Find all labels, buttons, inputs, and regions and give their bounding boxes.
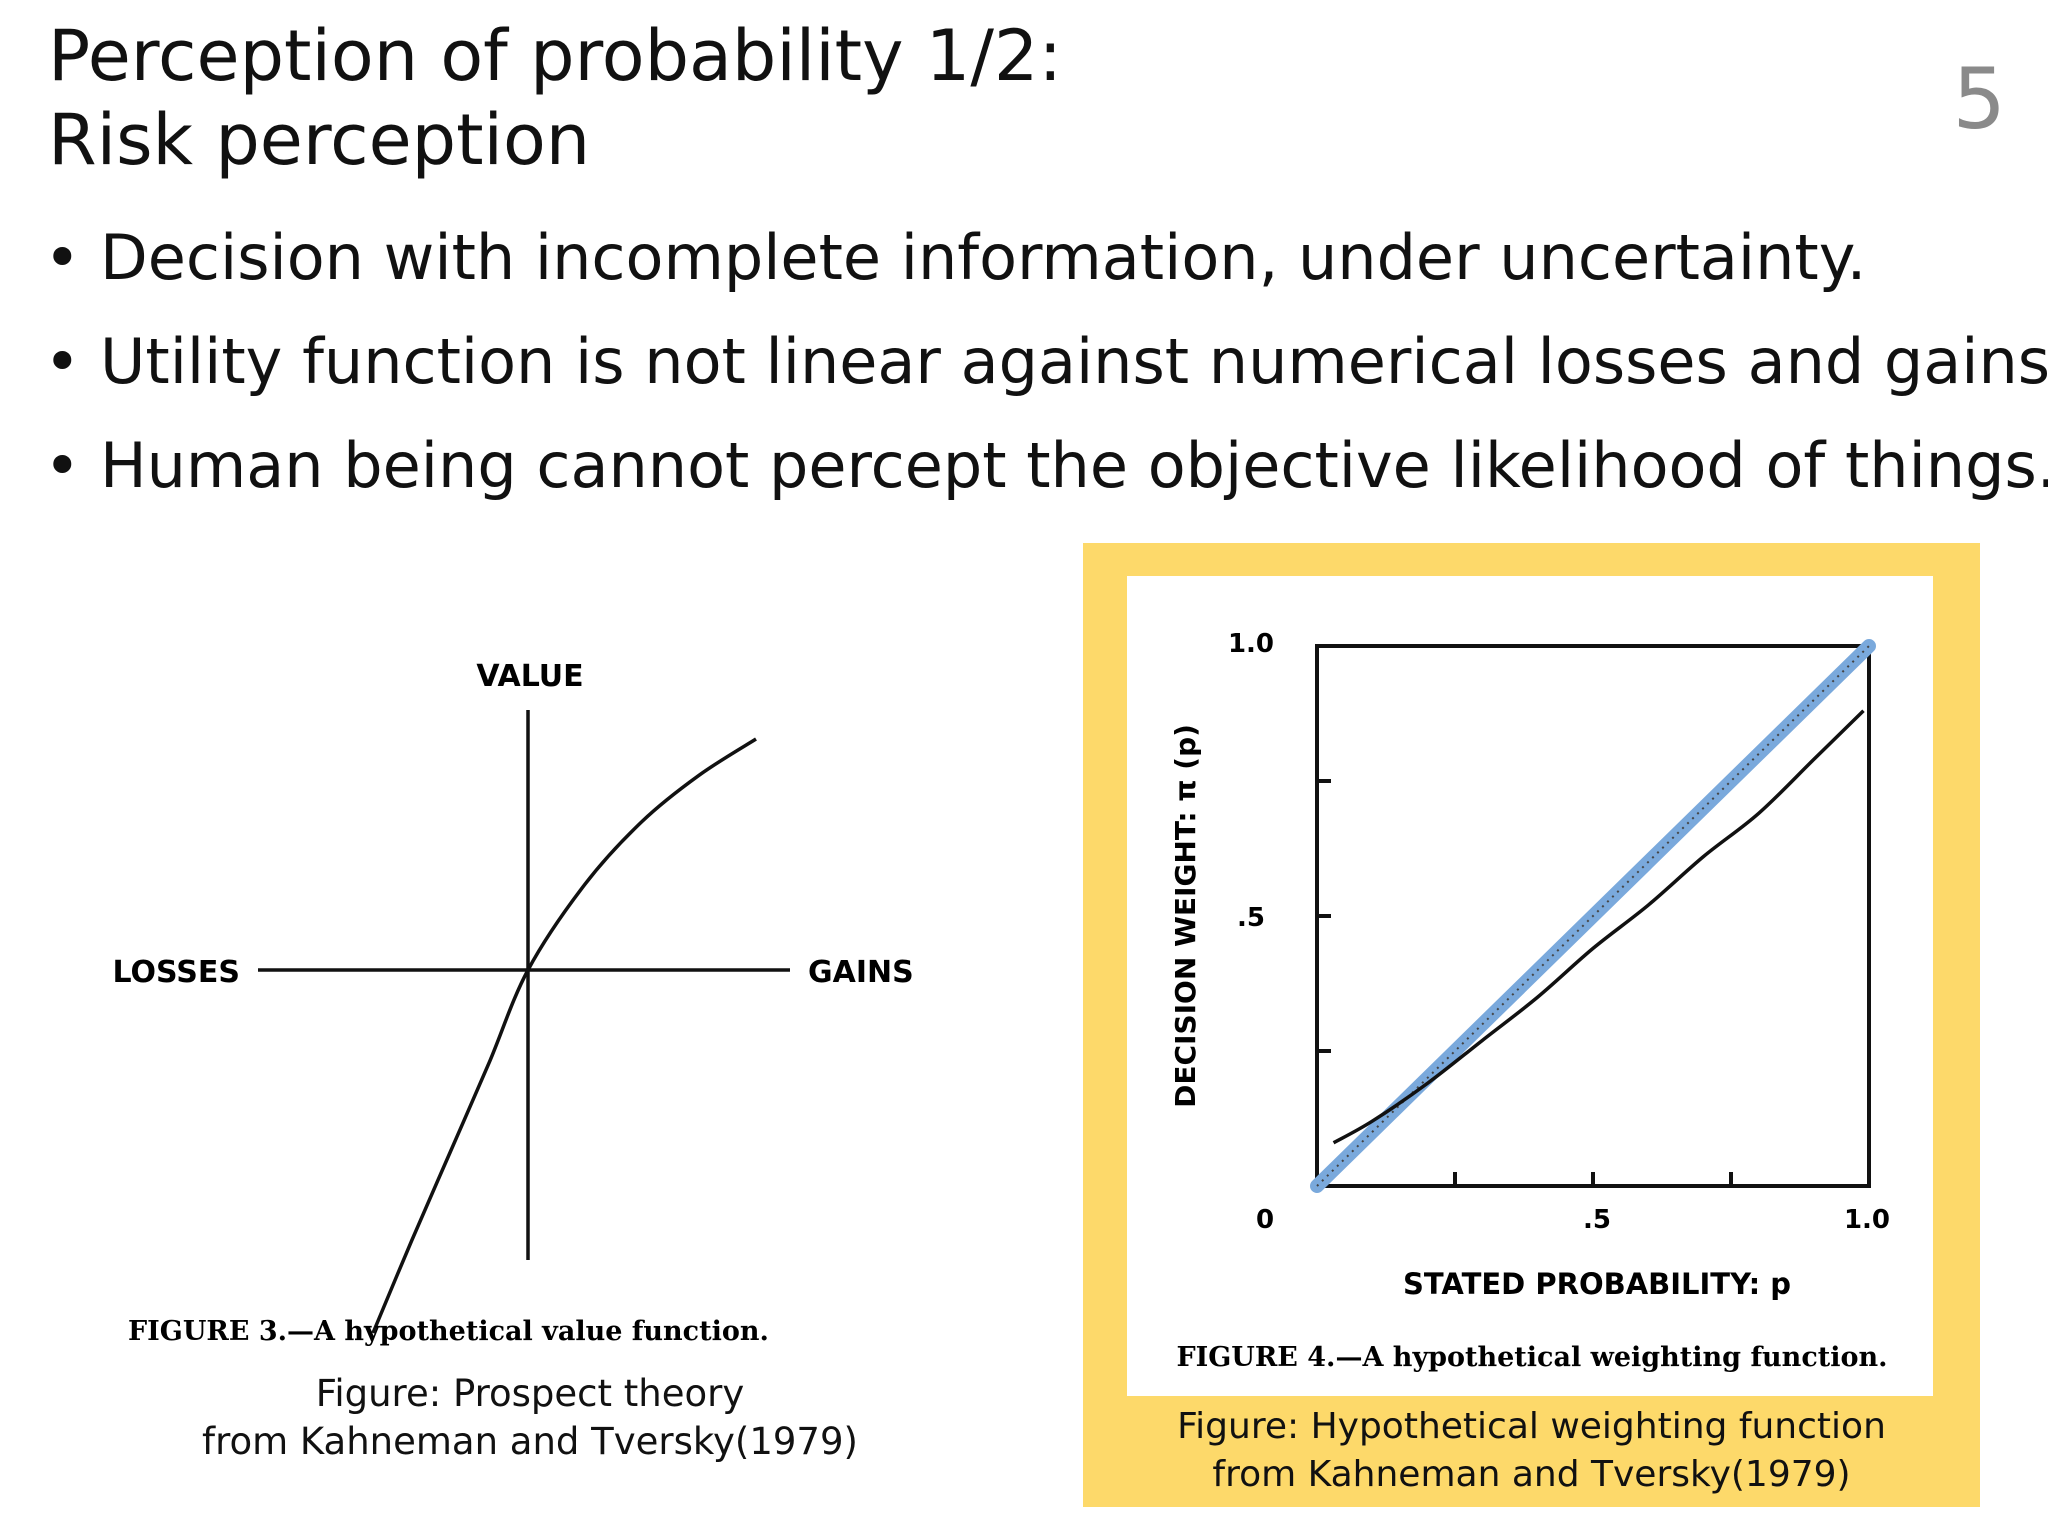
bullet-list: • Decision with incomplete information, u…	[44, 206, 2048, 518]
figure3-inner-caption: FIGURE 3.—A hypothetical value function.	[128, 1316, 769, 1347]
figure4-inner-caption: FIGURE 4.—A hypothetical weighting funct…	[1176, 1342, 1887, 1373]
y-tick-label-half: .5	[1237, 903, 1265, 933]
figure3-caption-line1: Figure: Prospect theory	[315, 1372, 745, 1415]
bullet-dot-icon: •	[44, 325, 81, 398]
bullet-item: • Decision with incomplete information, u…	[44, 206, 2048, 310]
weighting-plot-area	[1310, 639, 1876, 1193]
value-function-figure: VALUE LOSSES GAINS FIGURE 3.—A hypotheti…	[100, 640, 960, 1490]
value-axis-label: VALUE	[476, 659, 583, 694]
bullet-dot-icon: •	[44, 429, 81, 502]
bullet-text: Human being cannot percept the objective…	[100, 429, 2048, 502]
bullet-dot-icon: •	[44, 221, 81, 294]
figure4-caption-line1: Figure: Hypothetical weighting function	[1177, 1406, 1886, 1447]
value-function-chart: VALUE LOSSES GAINS FIGURE 3.—A hypotheti…	[112, 659, 914, 1347]
slide-title: Perception of probability 1/2: Risk perc…	[48, 14, 1062, 182]
origin-label: 0	[1256, 1205, 1274, 1235]
figure3-caption-line2: from Kahneman and Tversky(1979)	[202, 1420, 858, 1463]
weighting-function-frame: 1.0 .5 0 .5 1.0 DECISION WEIGHT: π (p) S…	[1083, 543, 1980, 1507]
weighting-function-chart: 1.0 .5 0 .5 1.0 DECISION WEIGHT: π (p) S…	[1169, 629, 1890, 1373]
bullet-text: Decision with incomplete information, un…	[100, 221, 1867, 294]
x-tick-label-half: .5	[1583, 1205, 1611, 1235]
weighting-curve	[1332, 709, 1865, 1145]
identity-dotted-line	[1316, 645, 1870, 1187]
figure3-caption: Figure: Prospect theory from Kahneman an…	[100, 1370, 960, 1466]
x-tick-label-1: 1.0	[1844, 1205, 1890, 1235]
y-axis-label: DECISION WEIGHT: π (p)	[1169, 724, 1202, 1108]
page-number: 5	[1952, 50, 2006, 148]
value-curve	[371, 737, 757, 1334]
weighting-function-figure: 1.0 .5 0 .5 1.0 DECISION WEIGHT: π (p) S…	[1127, 576, 1933, 1396]
y-tick-label-1: 1.0	[1228, 629, 1274, 659]
bullet-text: Utility function is not linear against n…	[100, 325, 2048, 398]
figure4-caption-line2: from Kahneman and Tversky(1979)	[1212, 1454, 1851, 1495]
figure4-caption: Figure: Hypothetical weighting function …	[1083, 1403, 1980, 1499]
slide-title-line2: Risk perception	[48, 99, 591, 181]
x-axis-label: STATED PROBABILITY: p	[1403, 1267, 1791, 1301]
slide-title-line1: Perception of probability 1/2:	[48, 15, 1063, 97]
bullet-item: • Utility function is not linear against …	[44, 310, 2048, 414]
gains-label: GAINS	[808, 955, 914, 990]
bullet-item: • Human being cannot percept the objectiv…	[44, 414, 2048, 518]
losses-label: LOSSES	[112, 955, 240, 990]
tick-marks	[1317, 779, 1733, 1186]
